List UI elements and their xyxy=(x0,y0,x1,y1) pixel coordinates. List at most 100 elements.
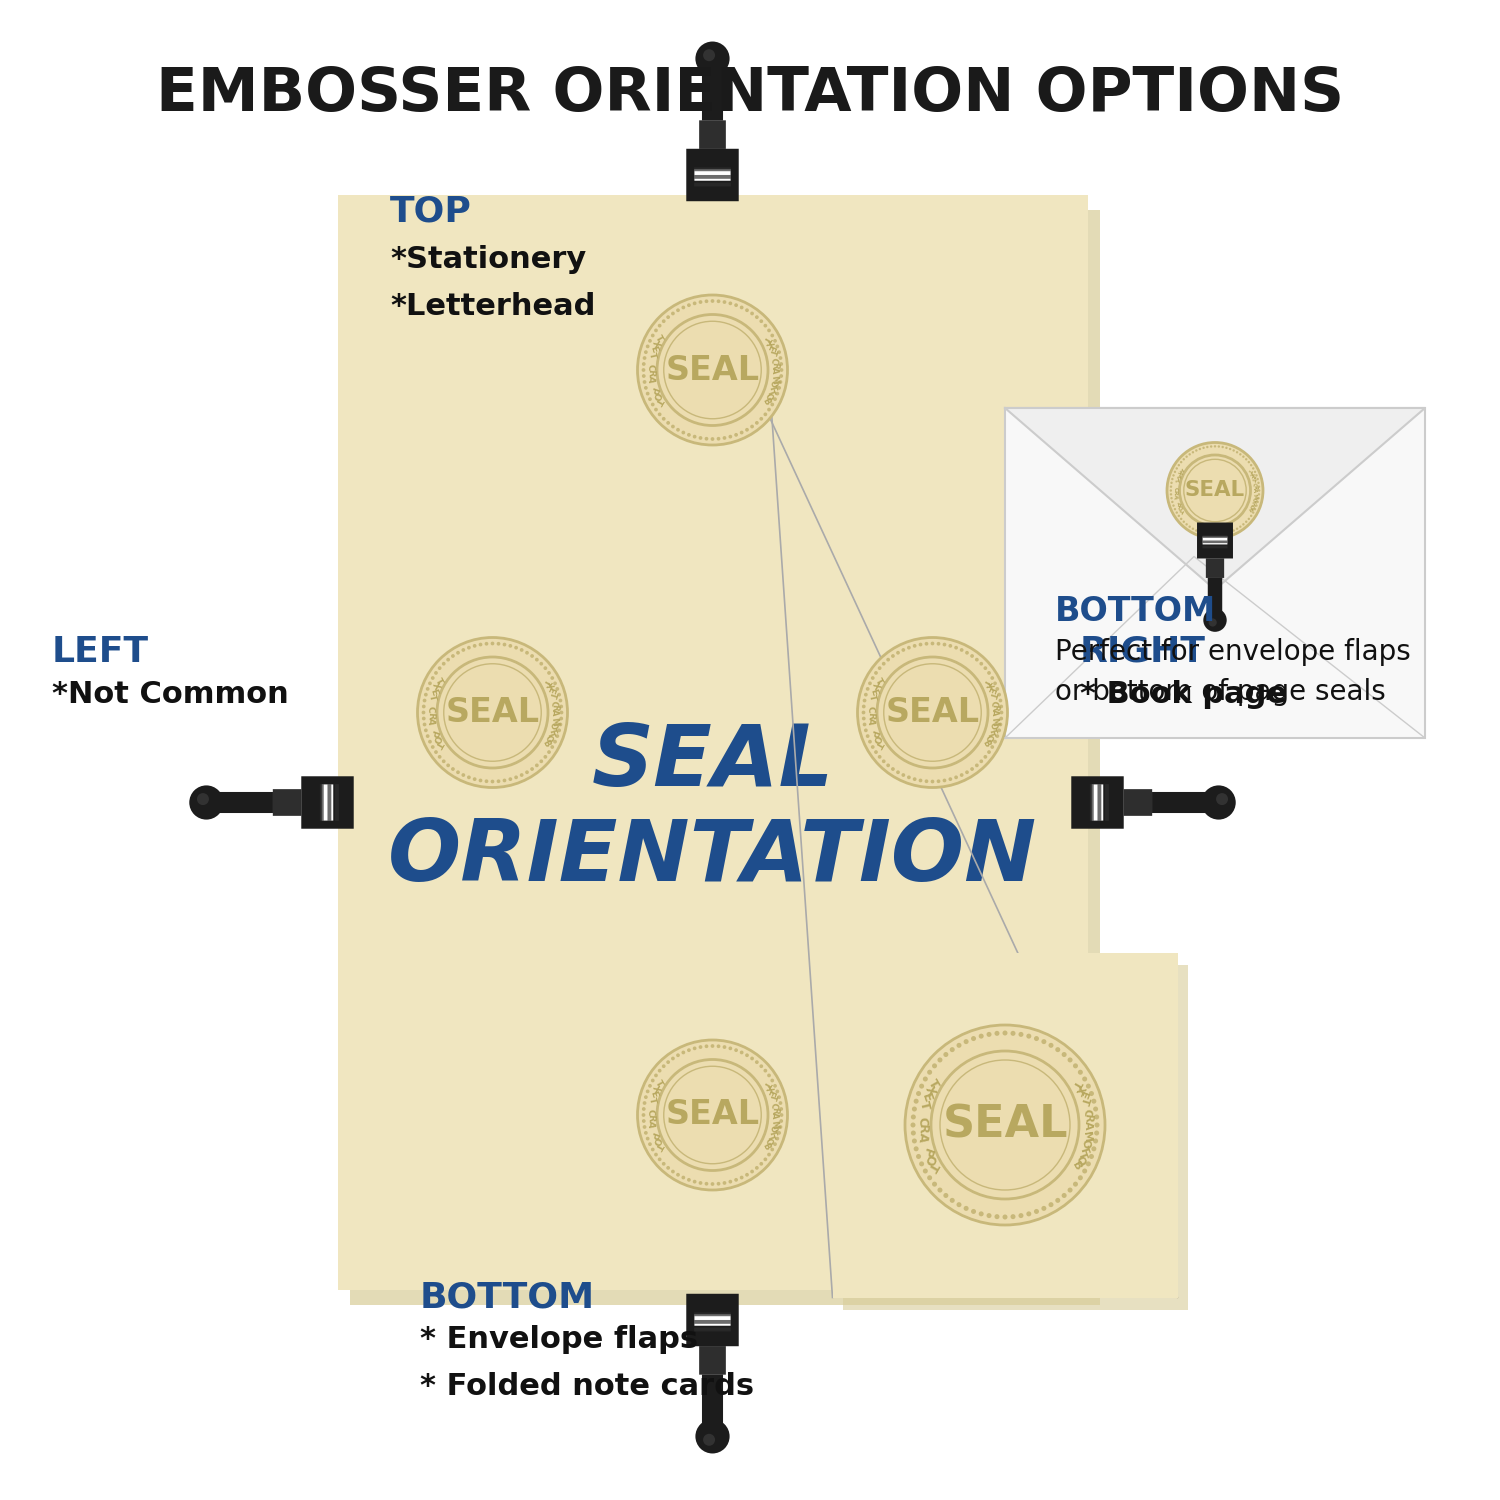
FancyBboxPatch shape xyxy=(320,784,324,820)
Text: T: T xyxy=(1078,1095,1090,1106)
Circle shape xyxy=(490,642,495,645)
Text: SEAL: SEAL xyxy=(591,722,834,804)
Circle shape xyxy=(980,662,982,666)
Circle shape xyxy=(865,687,870,692)
Circle shape xyxy=(699,436,702,439)
Circle shape xyxy=(514,776,517,778)
Circle shape xyxy=(426,687,429,692)
Circle shape xyxy=(1178,514,1180,517)
Circle shape xyxy=(754,315,759,320)
Text: E: E xyxy=(544,686,555,694)
Circle shape xyxy=(778,380,783,384)
Circle shape xyxy=(644,1131,648,1134)
Circle shape xyxy=(771,1148,774,1152)
Circle shape xyxy=(1233,530,1234,531)
Circle shape xyxy=(746,427,748,432)
Circle shape xyxy=(780,368,783,372)
Circle shape xyxy=(514,646,517,650)
Circle shape xyxy=(776,345,778,348)
Circle shape xyxy=(970,1209,976,1214)
Circle shape xyxy=(862,717,865,720)
Text: T: T xyxy=(987,726,998,735)
Circle shape xyxy=(646,345,650,348)
Circle shape xyxy=(442,662,446,666)
Circle shape xyxy=(1210,446,1212,447)
FancyBboxPatch shape xyxy=(1208,578,1222,620)
Circle shape xyxy=(642,380,646,384)
Circle shape xyxy=(1041,1206,1047,1210)
Circle shape xyxy=(676,1173,680,1176)
Text: M: M xyxy=(549,717,560,726)
Circle shape xyxy=(750,1056,754,1060)
Circle shape xyxy=(466,776,471,778)
FancyBboxPatch shape xyxy=(699,1346,726,1374)
Circle shape xyxy=(1174,471,1176,472)
Circle shape xyxy=(1221,532,1224,536)
Circle shape xyxy=(651,333,654,338)
Circle shape xyxy=(1089,1090,1094,1096)
Text: A: A xyxy=(1173,494,1179,500)
Text: T: T xyxy=(427,693,436,702)
Circle shape xyxy=(1092,1098,1096,1104)
Circle shape xyxy=(676,1053,680,1058)
Circle shape xyxy=(433,750,438,754)
Circle shape xyxy=(723,436,726,439)
Circle shape xyxy=(908,776,910,778)
Circle shape xyxy=(472,644,477,648)
Circle shape xyxy=(771,1078,774,1083)
Circle shape xyxy=(1173,474,1174,477)
Circle shape xyxy=(746,1053,748,1058)
Circle shape xyxy=(670,1056,675,1060)
Circle shape xyxy=(924,642,928,645)
Circle shape xyxy=(942,642,946,646)
Circle shape xyxy=(950,1198,954,1203)
Circle shape xyxy=(916,1090,921,1096)
Text: O: O xyxy=(1176,504,1182,510)
FancyBboxPatch shape xyxy=(843,964,1188,1310)
Circle shape xyxy=(777,1095,782,1100)
Circle shape xyxy=(687,1178,692,1182)
Circle shape xyxy=(954,776,958,778)
Circle shape xyxy=(954,646,958,650)
Circle shape xyxy=(914,644,916,648)
FancyBboxPatch shape xyxy=(833,952,1178,1298)
Text: T: T xyxy=(1250,477,1256,482)
Text: T: T xyxy=(1076,1150,1089,1161)
Circle shape xyxy=(754,1060,759,1064)
Circle shape xyxy=(944,1052,948,1058)
Circle shape xyxy=(654,1074,658,1077)
Circle shape xyxy=(1245,458,1248,460)
Text: A: A xyxy=(771,1112,780,1119)
Circle shape xyxy=(711,1044,714,1048)
Text: M: M xyxy=(988,717,999,726)
Circle shape xyxy=(555,687,560,692)
Text: P: P xyxy=(429,728,439,738)
Circle shape xyxy=(896,771,900,774)
Circle shape xyxy=(699,300,702,304)
Circle shape xyxy=(1218,534,1219,536)
Circle shape xyxy=(916,1154,921,1160)
Text: SEAL: SEAL xyxy=(666,1098,759,1131)
Circle shape xyxy=(746,309,748,312)
FancyBboxPatch shape xyxy=(694,168,730,171)
Circle shape xyxy=(886,658,890,662)
FancyBboxPatch shape xyxy=(1203,540,1227,543)
Text: A: A xyxy=(865,717,876,726)
Circle shape xyxy=(999,717,1004,720)
Text: T: T xyxy=(1173,478,1179,483)
Text: O: O xyxy=(548,722,558,730)
Circle shape xyxy=(642,1125,646,1130)
FancyBboxPatch shape xyxy=(302,777,354,828)
FancyBboxPatch shape xyxy=(702,58,723,120)
Circle shape xyxy=(462,648,465,652)
Circle shape xyxy=(780,1113,783,1118)
Text: C: C xyxy=(1251,483,1257,488)
Circle shape xyxy=(560,717,562,720)
Circle shape xyxy=(984,666,987,670)
Circle shape xyxy=(1210,534,1212,536)
Circle shape xyxy=(648,1143,652,1146)
Circle shape xyxy=(717,1044,720,1048)
Circle shape xyxy=(978,1034,984,1038)
Circle shape xyxy=(1002,1215,1008,1219)
Circle shape xyxy=(878,666,882,670)
